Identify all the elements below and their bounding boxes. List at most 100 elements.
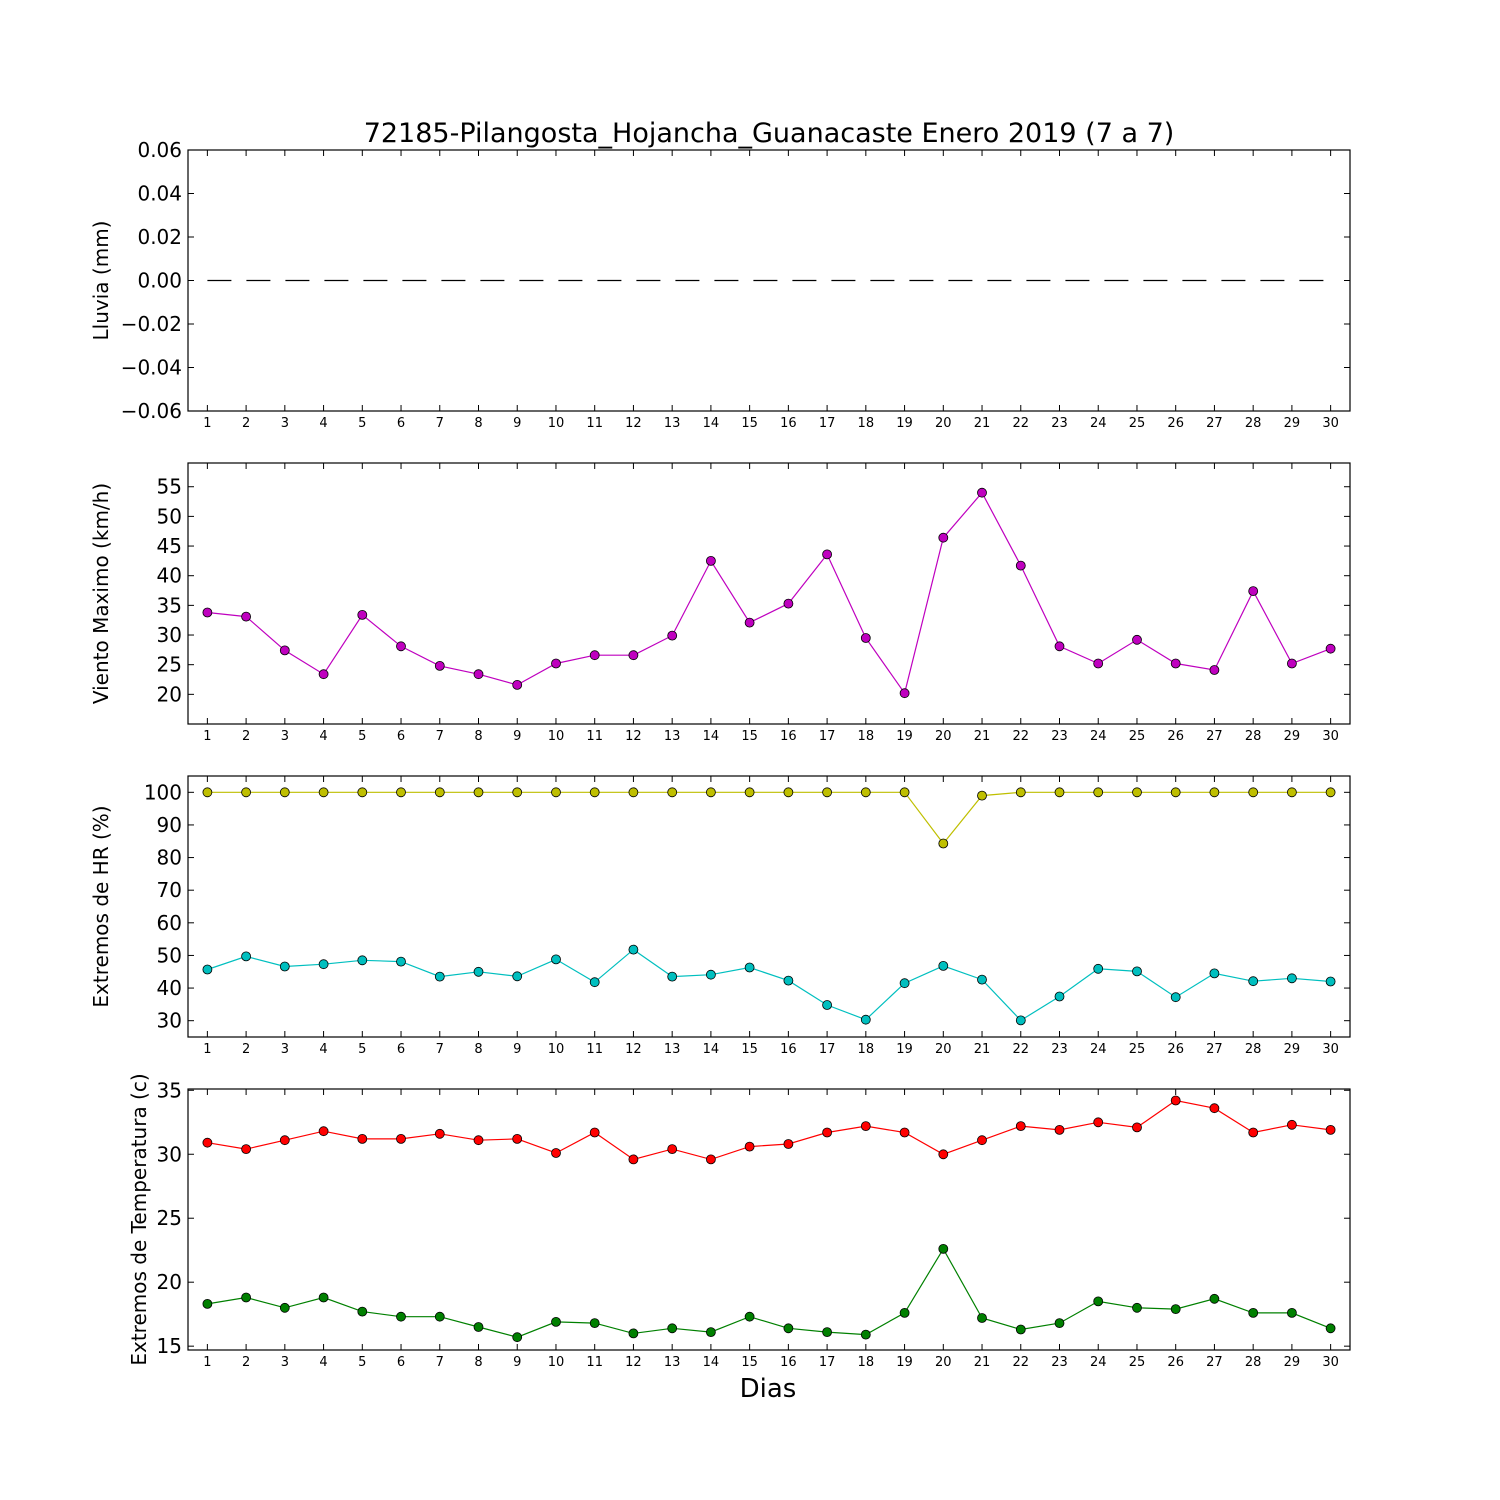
x-tick-label: 8: [474, 729, 482, 744]
x-tick-label: 16: [780, 1042, 797, 1057]
y-tick-label: 80: [157, 846, 182, 870]
data-point: [977, 487, 987, 498]
chart-panels: Lluvia (mm) −0.06 −0.04 −0.02 0.00 0.02 0.04 0.…: [89, 138, 1351, 1370]
x-tick-label: 3: [281, 1355, 289, 1370]
data-point: [744, 787, 755, 798]
data-point: [667, 787, 678, 798]
data-point: [396, 641, 406, 652]
x-tick-label: 29: [1284, 1355, 1301, 1370]
data-point: [473, 1322, 484, 1332]
data-point: [241, 951, 252, 962]
data-point: [1170, 992, 1181, 1003]
x-tick-label: 21: [974, 1042, 991, 1057]
x-tick-label: 4: [319, 416, 327, 431]
x-tick-label: 10: [548, 416, 565, 431]
x-tick-label: 2: [242, 729, 250, 744]
x-tick-label: 5: [358, 416, 366, 431]
x-tick-label: 7: [436, 729, 444, 744]
data-point: [1054, 991, 1065, 1002]
data-point: [589, 650, 600, 661]
data-point: [1170, 1304, 1181, 1314]
data-point: [473, 966, 484, 977]
x-tick-label: 25: [1129, 416, 1146, 431]
x-tick-label: 28: [1245, 729, 1262, 744]
data-point: [1093, 1117, 1104, 1128]
x-tick-label: 12: [625, 1355, 642, 1370]
data-point: [1132, 966, 1142, 977]
x-tick-label: 15: [741, 1355, 758, 1370]
data-point: [744, 962, 755, 973]
x-tick-label: 9: [513, 416, 521, 431]
y-tick-label: 35: [157, 593, 182, 617]
x-tick-label: 19: [896, 1042, 913, 1057]
y-tick-label: 30: [157, 1142, 182, 1166]
data-point: [1132, 1122, 1142, 1133]
x-tick-label: 1: [203, 729, 211, 744]
data-point: [202, 1137, 213, 1148]
data-point: [744, 1141, 755, 1152]
x-tick-label: 21: [974, 729, 991, 744]
x-tick-label: 24: [1090, 729, 1107, 744]
data-point: [1325, 976, 1336, 987]
data-point: [1054, 1125, 1065, 1135]
data-point: [512, 680, 523, 690]
x-tick-label: 1: [203, 416, 211, 431]
data-point: [434, 661, 445, 671]
data-point: [783, 975, 794, 986]
data-point: [783, 1139, 794, 1149]
data-point: [1325, 1323, 1336, 1334]
x-tick-label: 19: [896, 1355, 913, 1370]
x-tick-label: 20: [935, 1355, 952, 1370]
x-tick-label: 16: [780, 1355, 797, 1370]
y-axis-label: Extremos de Temperatura (c): [127, 1073, 151, 1365]
x-tick-label: 17: [819, 416, 836, 431]
x-tick-label: 11: [586, 729, 603, 744]
series-line-1: [207, 1099, 1331, 1161]
x-tick-label: 8: [474, 1042, 482, 1057]
data-point: [1132, 1302, 1142, 1313]
x-tick-label: 24: [1090, 416, 1107, 431]
y-tick-label: 20: [157, 1270, 182, 1294]
x-tick-label: 12: [625, 1042, 642, 1057]
x-tick-label: 6: [397, 1042, 405, 1057]
x-tick-label: 6: [397, 1355, 405, 1370]
x-tick-label: 3: [281, 416, 289, 431]
data-point: [1054, 1318, 1065, 1328]
data-point: [822, 1127, 832, 1138]
x-tick-label: 7: [436, 1042, 444, 1057]
data-point: [938, 1149, 949, 1160]
x-tick-label: 30: [1322, 729, 1339, 744]
data-point: [1132, 634, 1142, 645]
data-point: [822, 549, 832, 560]
x-tick-label: 25: [1129, 1042, 1146, 1057]
data-point: [434, 1311, 445, 1322]
x-tick-label: 23: [1051, 1355, 1068, 1370]
x-tick-label: 13: [664, 416, 681, 431]
data-point: [396, 787, 406, 798]
data-point: [1054, 641, 1065, 652]
data-point: [783, 1323, 794, 1334]
figure-title: 72185-Pilangosta_Hojancha_Guanacaste Ene…: [364, 118, 1175, 149]
x-tick-label: 11: [586, 416, 603, 431]
x-tick-label: 15: [741, 729, 758, 744]
data-point: [473, 787, 484, 798]
plot-frame: [187, 462, 1351, 725]
x-tick-label: 30: [1322, 1355, 1339, 1370]
data-point: [628, 944, 639, 955]
y-tick-label: 50: [157, 504, 182, 528]
data-point: [241, 611, 252, 622]
plot-frame: [187, 775, 1351, 1038]
y-axis-label: Extremos de HR (%): [89, 805, 113, 1007]
data-point: [1209, 665, 1220, 675]
y-tick-label: 0.06: [137, 138, 182, 162]
data-point: [473, 1135, 484, 1146]
data-point: [899, 1127, 910, 1138]
data-point: [860, 787, 871, 798]
data-point: [357, 1134, 368, 1144]
x-tick-label: 4: [319, 1355, 327, 1370]
y-tick-label: 50: [157, 943, 182, 967]
data-point: [1015, 1121, 1026, 1131]
x-tick-label: 29: [1284, 1042, 1301, 1057]
data-point: [279, 1302, 290, 1313]
x-tick-label: 27: [1206, 1042, 1223, 1057]
